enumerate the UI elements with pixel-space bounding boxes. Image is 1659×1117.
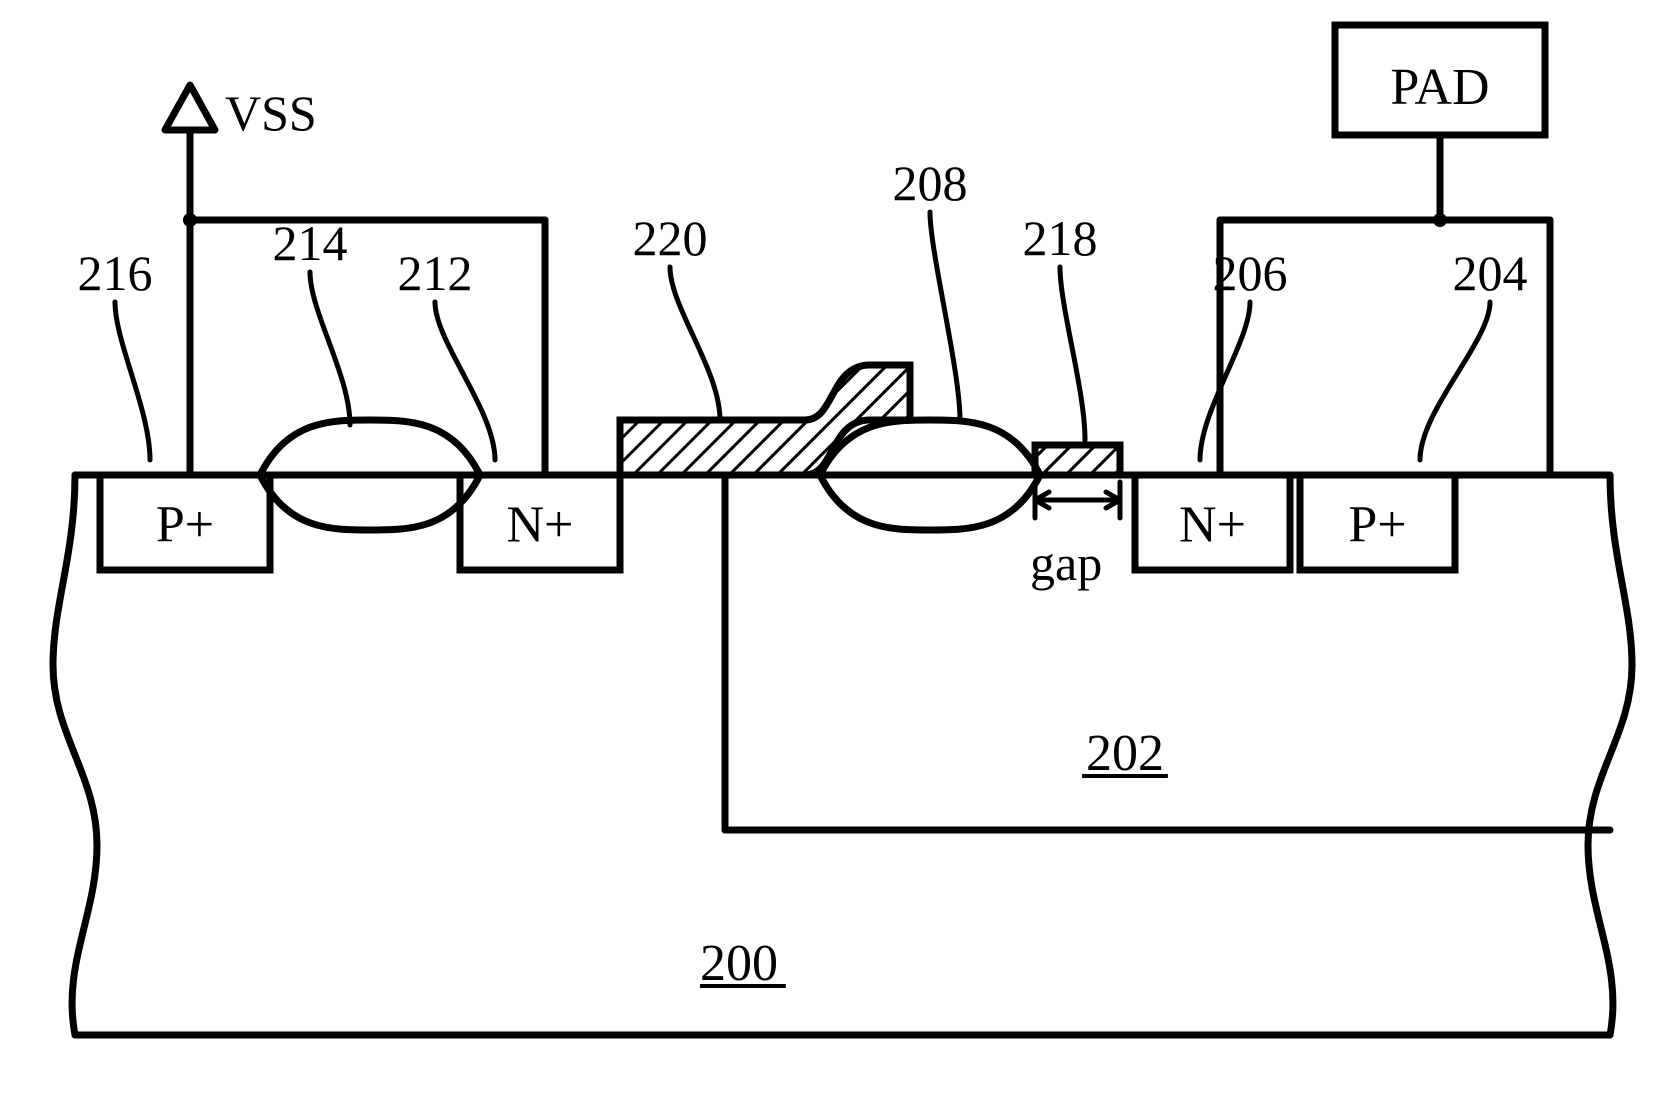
leader-206 — [1200, 302, 1250, 460]
p-plus-right-label: P+ — [1348, 497, 1406, 554]
ref-214: 214 — [273, 215, 348, 271]
substrate-ref: 200 — [700, 935, 778, 992]
ref-216: 216 — [78, 245, 153, 301]
vss-symbol — [165, 85, 215, 130]
leader-214 — [310, 272, 350, 425]
p-plus-left-label: P+ — [156, 497, 214, 554]
well-ref: 202 — [1086, 725, 1164, 782]
ref-220: 220 — [633, 210, 708, 266]
gap-label: gap — [1030, 535, 1102, 591]
n-plus-left-label: N+ — [507, 497, 574, 554]
field-oxide-left-bot — [260, 475, 480, 530]
leader-216 — [115, 302, 150, 460]
ref-218: 218 — [1023, 210, 1098, 266]
field-oxide-left-top — [260, 420, 480, 475]
diagram-layer: 200 202 P+ N+ N+ P+ gap VSS PAD 204 206 208 212 214 21… — [53, 25, 1632, 1035]
pad-label: PAD — [1390, 59, 1489, 116]
ref-204: 204 — [1453, 245, 1528, 301]
semiconductor-cross-section: 200 202 P+ N+ N+ P+ gap VSS PAD 204 206 208 212 214 21… — [0, 0, 1659, 1117]
leader-208 — [930, 212, 960, 420]
n-plus-right-label: N+ — [1179, 497, 1246, 554]
leader-204 — [1420, 302, 1490, 460]
poly-gate-218 — [1035, 445, 1120, 475]
poly-gate-220 — [620, 365, 910, 475]
leader-220 — [670, 267, 720, 420]
field-oxide-mid-bot — [820, 475, 1040, 530]
vss-label: VSS — [225, 85, 317, 141]
leader-218 — [1060, 267, 1085, 440]
ref-212: 212 — [398, 245, 473, 301]
ref-206: 206 — [1213, 245, 1288, 301]
ref-208: 208 — [893, 155, 968, 211]
